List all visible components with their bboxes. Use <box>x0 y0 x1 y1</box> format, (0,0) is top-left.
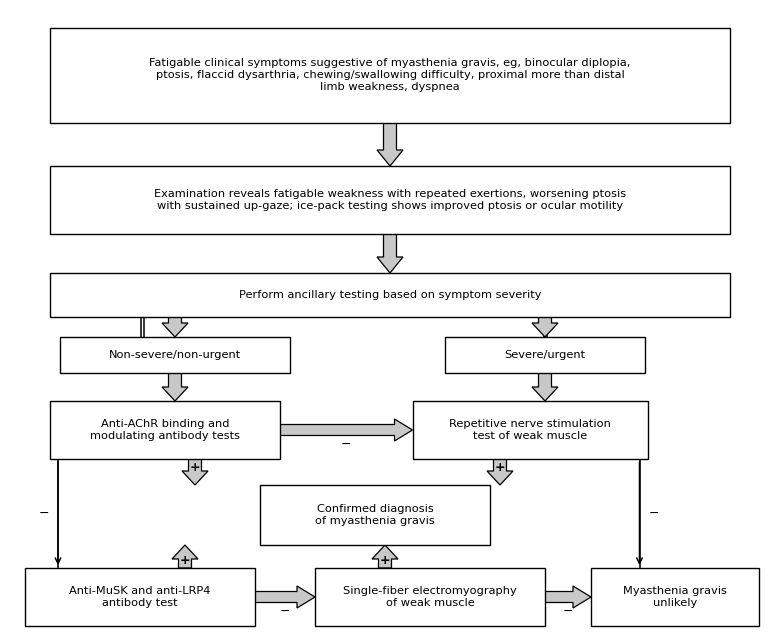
FancyBboxPatch shape <box>50 166 730 234</box>
Polygon shape <box>377 122 403 166</box>
Polygon shape <box>172 545 198 568</box>
Polygon shape <box>532 317 558 337</box>
Text: −: − <box>648 507 659 520</box>
Text: Non-severe/non-urgent: Non-severe/non-urgent <box>109 350 241 360</box>
Polygon shape <box>377 234 403 273</box>
Text: Severe/urgent: Severe/urgent <box>505 350 586 360</box>
Polygon shape <box>255 586 315 608</box>
FancyBboxPatch shape <box>60 337 290 373</box>
Text: Repetitive nerve stimulation
test of weak muscle: Repetitive nerve stimulation test of wea… <box>449 419 611 440</box>
FancyBboxPatch shape <box>315 568 545 626</box>
Text: Anti-AChR binding and
modulating antibody tests: Anti-AChR binding and modulating antibod… <box>90 419 240 440</box>
Text: +: + <box>190 460 200 473</box>
FancyBboxPatch shape <box>50 28 730 122</box>
Text: Examination reveals fatigable weakness with repeated exertions, worsening ptosis: Examination reveals fatigable weakness w… <box>154 189 626 211</box>
Polygon shape <box>487 459 513 485</box>
Text: +: + <box>380 553 390 567</box>
Polygon shape <box>545 586 591 608</box>
Text: Fatigable clinical symptoms suggestive of myasthenia gravis, eg, binocular diplo: Fatigable clinical symptoms suggestive o… <box>149 59 631 91</box>
Polygon shape <box>532 373 558 401</box>
FancyBboxPatch shape <box>445 337 645 373</box>
Text: Anti-MuSK and anti-LRP4
antibody test: Anti-MuSK and anti-LRP4 antibody test <box>69 586 211 608</box>
Text: Single-fiber electromyography
of weak muscle: Single-fiber electromyography of weak mu… <box>343 586 517 608</box>
FancyBboxPatch shape <box>591 568 759 626</box>
Polygon shape <box>182 459 208 485</box>
FancyBboxPatch shape <box>50 401 280 459</box>
Text: Confirmed diagnosis
of myasthenia gravis: Confirmed diagnosis of myasthenia gravis <box>315 504 435 526</box>
Polygon shape <box>162 373 188 401</box>
Text: −: − <box>341 437 352 451</box>
Text: −: − <box>39 507 49 520</box>
FancyBboxPatch shape <box>25 568 255 626</box>
FancyBboxPatch shape <box>50 273 730 317</box>
FancyBboxPatch shape <box>260 485 490 545</box>
Text: +: + <box>495 460 505 473</box>
Text: −: − <box>280 605 290 618</box>
Text: −: − <box>562 605 573 618</box>
Text: Perform ancillary testing based on symptom severity: Perform ancillary testing based on sympt… <box>239 290 541 300</box>
Polygon shape <box>280 419 413 441</box>
Polygon shape <box>162 317 188 337</box>
Text: Myasthenia gravis
unlikely: Myasthenia gravis unlikely <box>623 586 727 608</box>
FancyBboxPatch shape <box>413 401 647 459</box>
Polygon shape <box>372 545 398 568</box>
Text: +: + <box>179 553 190 567</box>
